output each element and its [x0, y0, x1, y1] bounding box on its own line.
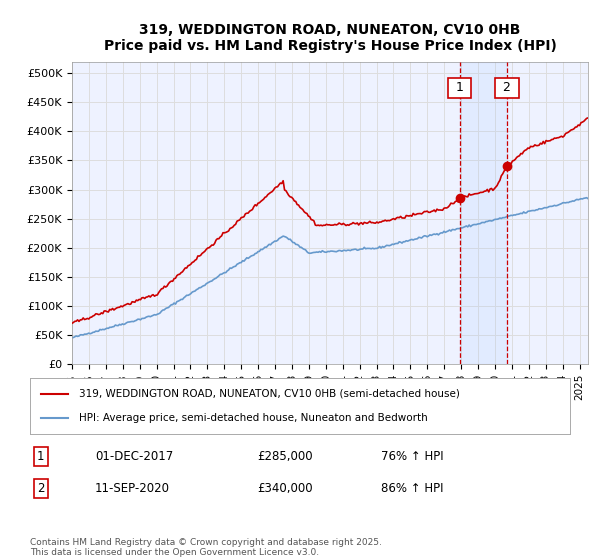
Bar: [460, 62, 507, 364]
Text: 2: 2: [499, 81, 515, 94]
Text: 01-DEC-2017: 01-DEC-2017: [95, 450, 173, 463]
Text: HPI: Average price, semi-detached house, Nuneaton and Bedworth: HPI: Average price, semi-detached house,…: [79, 413, 427, 423]
Text: Contains HM Land Registry data © Crown copyright and database right 2025.
This d: Contains HM Land Registry data © Crown c…: [30, 538, 382, 557]
Text: 1: 1: [452, 81, 467, 94]
Text: 2: 2: [37, 482, 44, 495]
Text: 11-SEP-2020: 11-SEP-2020: [95, 482, 170, 495]
Title: 319, WEDDINGTON ROAD, NUNEATON, CV10 0HB
Price paid vs. HM Land Registry's House: 319, WEDDINGTON ROAD, NUNEATON, CV10 0HB…: [104, 24, 556, 54]
Text: 319, WEDDINGTON ROAD, NUNEATON, CV10 0HB (semi-detached house): 319, WEDDINGTON ROAD, NUNEATON, CV10 0HB…: [79, 389, 460, 399]
Text: 76% ↑ HPI: 76% ↑ HPI: [381, 450, 443, 463]
Text: 86% ↑ HPI: 86% ↑ HPI: [381, 482, 443, 495]
Text: 1: 1: [37, 450, 44, 463]
Text: £340,000: £340,000: [257, 482, 313, 495]
Text: £285,000: £285,000: [257, 450, 313, 463]
